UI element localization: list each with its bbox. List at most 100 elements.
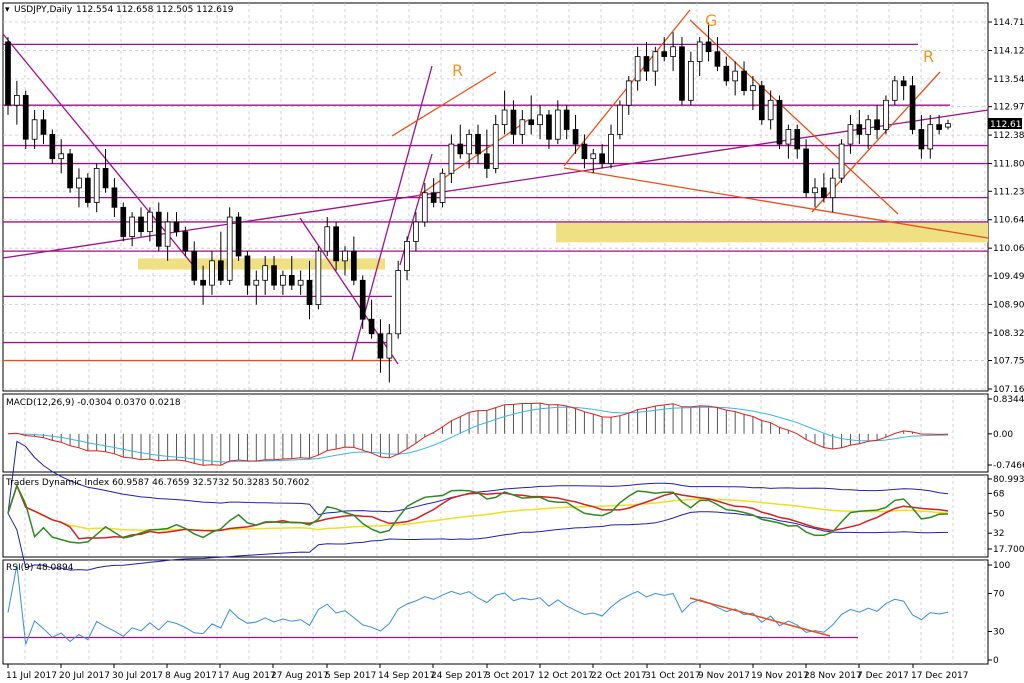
candle-body xyxy=(138,216,144,233)
tdi-indicator xyxy=(7,440,949,571)
candle-body xyxy=(705,41,712,53)
x-tick-label: 24 Sep 2017 xyxy=(431,671,488,681)
candle-body xyxy=(448,143,455,174)
candle-body xyxy=(457,143,464,155)
candle-body xyxy=(723,65,730,82)
candle-body xyxy=(155,211,162,247)
rsi-title: RSI(9) 48.0894 xyxy=(6,563,74,573)
x-tick-label: 17 Dec 2017 xyxy=(911,671,969,681)
candle-body xyxy=(785,129,792,145)
candle-body xyxy=(554,109,561,140)
candle-body xyxy=(271,265,277,286)
candle-body xyxy=(510,109,517,135)
candle-body xyxy=(5,41,11,106)
candle-body xyxy=(209,260,215,286)
candle-body xyxy=(235,216,242,257)
annotation-r-left: R xyxy=(452,61,463,80)
rsi-indicator xyxy=(3,564,949,645)
candle-body xyxy=(617,104,623,135)
candle-body xyxy=(49,133,56,160)
candle-body xyxy=(226,216,233,281)
candle-body xyxy=(821,187,827,198)
tdi-y-label: 80.993 xyxy=(993,475,1024,485)
candle-body xyxy=(927,124,934,150)
last-price-box xyxy=(988,118,1022,129)
candle-body xyxy=(767,99,774,121)
y-tick-label: 112.970 xyxy=(993,103,1024,113)
candle-body xyxy=(900,80,907,87)
x-tick-label: 14 Sep 2017 xyxy=(378,671,435,681)
x-tick-label: 17 Aug 2017 xyxy=(218,671,276,681)
candle-body xyxy=(874,119,880,130)
candle-body xyxy=(359,279,366,320)
candle-body xyxy=(395,270,402,335)
candle-body xyxy=(191,250,198,281)
macd-main-line xyxy=(7,402,949,466)
candle-body xyxy=(891,80,898,101)
tdi-y-label: 68 xyxy=(993,489,1005,499)
candle-body xyxy=(634,56,641,82)
macd-y-label: 0.8344 xyxy=(993,395,1024,405)
candle-body xyxy=(324,226,331,252)
candle-body xyxy=(421,192,428,223)
main-title-arrow-icon: ▾ xyxy=(5,5,10,15)
candle-body xyxy=(244,255,251,286)
tdi-y-label: 32 xyxy=(993,529,1004,539)
tdi-title: Traders Dynamic Index 60.9587 46.7659 32… xyxy=(5,478,310,488)
candle-body xyxy=(679,46,685,101)
candle-body xyxy=(200,279,206,286)
y-tick-label: 114.125 xyxy=(993,46,1024,56)
axes-labels: 114.710 114.125 113.540 112.970 112.385 111.8… xyxy=(6,18,1024,681)
candle-body xyxy=(856,124,863,135)
symbol-title: USDJPY,Daily xyxy=(14,5,73,15)
candle-body xyxy=(865,119,872,135)
macd-indicator xyxy=(7,402,949,466)
rsi-y-label: 30 xyxy=(993,628,1005,638)
y-tick-label: 110.060 xyxy=(993,244,1024,254)
x-tick-label: 19 Nov 2017 xyxy=(751,671,809,681)
y-tick-label: 114.710 xyxy=(993,18,1024,28)
candle-body xyxy=(528,119,535,126)
candle-body xyxy=(501,109,508,126)
y-tick-label: 108.320 xyxy=(993,329,1024,339)
candle-body xyxy=(262,265,269,281)
y-tick-label: 108.905 xyxy=(993,300,1024,310)
x-tick-label: 9 Nov 2017 xyxy=(698,671,750,681)
candle-body xyxy=(306,279,313,306)
y-tick-label: 111.800 xyxy=(993,160,1024,170)
candle-body xyxy=(519,119,526,135)
rsi-trend-line xyxy=(689,597,831,637)
rsi-pane-frame xyxy=(2,559,989,665)
candle-body xyxy=(40,119,47,135)
candle-body xyxy=(253,279,260,286)
candle-body xyxy=(750,85,756,91)
candle-body xyxy=(217,260,224,281)
candle-body xyxy=(838,143,845,179)
candle-body xyxy=(439,172,446,203)
ohlc-header: 112.554 112.658 112.505 112.619 xyxy=(76,5,234,15)
candle-body xyxy=(758,85,765,121)
last-price-label: 112.619 xyxy=(990,120,1024,130)
candle-body xyxy=(129,216,135,237)
candle-body xyxy=(67,153,73,189)
trend-line-magenta xyxy=(2,33,198,271)
candle-body xyxy=(492,124,499,169)
yellow-zone-left xyxy=(138,258,385,270)
candle-body xyxy=(909,85,916,130)
candle-body xyxy=(803,148,809,194)
candle-body xyxy=(93,168,100,203)
trend-line-orange xyxy=(563,167,989,239)
candle-body xyxy=(537,114,543,126)
candle-body xyxy=(572,129,579,145)
y-tick-label: 109.490 xyxy=(993,272,1024,282)
annotation-g: G xyxy=(705,11,717,30)
y-tick-label: 107.750 xyxy=(993,357,1024,367)
candle-body xyxy=(590,153,597,160)
candle-body xyxy=(581,143,588,160)
candle-body xyxy=(847,124,854,145)
candle-body xyxy=(829,177,836,198)
candle-body xyxy=(280,275,286,286)
trend-line-orange xyxy=(391,71,497,137)
tdi-market-base-line xyxy=(7,483,949,532)
